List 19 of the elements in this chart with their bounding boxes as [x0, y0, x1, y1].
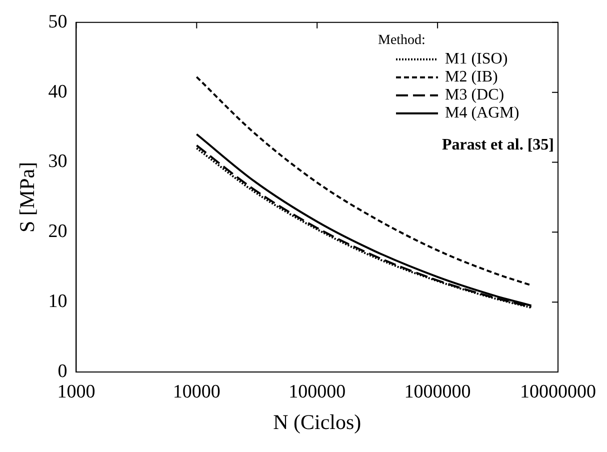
y-tick-label: 50: [48, 11, 68, 32]
y-tick-label: 0: [58, 360, 68, 382]
y-tick-label: 30: [48, 151, 68, 172]
legend-label: M3 (DC): [445, 86, 504, 104]
x-tick-label: 1000: [57, 381, 96, 402]
y-tick-label: 40: [48, 81, 68, 102]
legend-label: M1 (ISO): [445, 50, 508, 68]
legend-label: M2 (IB): [445, 68, 498, 86]
legend-title: Method:: [378, 33, 426, 48]
x-axis-title: N (Ciclos): [273, 410, 362, 434]
y-axis-title: S [MPa]: [15, 162, 40, 232]
x-tick-label: 100000: [288, 381, 346, 402]
y-tick-label: 20: [48, 221, 68, 242]
y-tick-label: 10: [48, 291, 68, 312]
annotation: Parast et al. [35]: [442, 136, 554, 154]
legend-label: M4 (AGM): [445, 104, 520, 122]
x-tick-label: 10000: [172, 381, 220, 402]
x-tick-label: 1000000: [404, 381, 471, 402]
x-tick-label: 10000000: [520, 381, 596, 402]
